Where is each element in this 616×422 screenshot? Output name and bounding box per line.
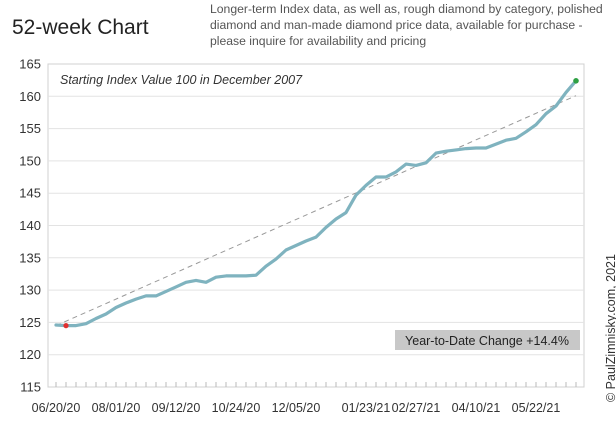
y-tick-label: 115 — [20, 380, 41, 395]
grid — [48, 95, 584, 356]
price-index-line — [54, 79, 578, 328]
x-tick-label: 10/24/20 — [212, 401, 261, 415]
ytd-change-label: Year-to-Date Change +14.4% — [405, 334, 569, 348]
y-tick-label: 155 — [19, 121, 41, 136]
y-tick-label: 165 — [19, 57, 41, 72]
y-tick-label: 140 — [19, 218, 41, 233]
axis-labels: 115 120 125 130 135 140 145 150 155 160 165 06/20/2… — [19, 57, 560, 416]
y-tick-label: 150 — [19, 153, 41, 168]
trend-line — [55, 95, 577, 327]
y-tick-label: 145 — [19, 186, 41, 201]
x-tick-label: 01/23/21 — [342, 401, 391, 415]
x-tick-label: 05/22/21 — [512, 401, 561, 415]
x-tick-label: 06/20/20 — [32, 401, 81, 415]
chart-title: 52-week Chart — [12, 16, 149, 39]
end-marker — [573, 77, 579, 84]
x-tick-label: 02/27/21 — [392, 401, 441, 415]
copyright-text: © PaulZimnisky.com, 2021 — [604, 254, 616, 402]
start-marker — [63, 323, 69, 329]
chart-subtitle: Longer-term Index data, as well as, roug… — [210, 2, 603, 49]
ytd-box — [395, 330, 580, 350]
chart-annotation: Starting Index Value 100 in December 200… — [60, 73, 303, 87]
x-tick-label: 08/01/20 — [92, 401, 141, 415]
y-tick-label: 160 — [19, 89, 41, 104]
series — [54, 77, 579, 329]
y-tick-label: 120 — [19, 347, 41, 362]
y-tick-label: 135 — [19, 250, 41, 265]
y-tick-label: 130 — [19, 283, 41, 298]
x-tick-label: 12/05/20 — [272, 401, 321, 415]
y-tick-label: 125 — [19, 315, 41, 330]
x-tick-label: 09/12/20 — [152, 401, 201, 415]
x-tick-label: 04/10/21 — [452, 401, 501, 415]
axis-ticks — [55, 382, 577, 387]
